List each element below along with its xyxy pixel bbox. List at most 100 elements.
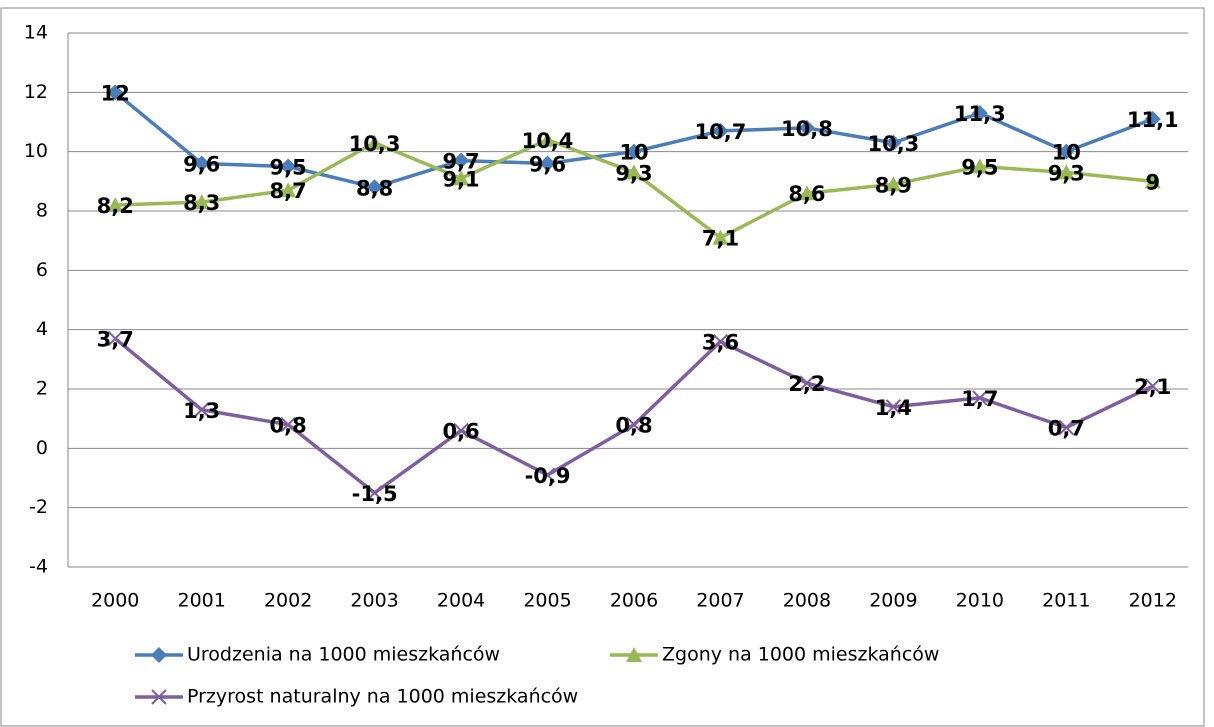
- data-label: 8,2: [97, 194, 134, 218]
- x-tick-label: 2000: [91, 590, 139, 612]
- data-label: 10,4: [522, 129, 574, 153]
- data-label: 9,5: [961, 156, 998, 180]
- marker: [453, 170, 470, 186]
- marker: [885, 134, 902, 151]
- marker: [107, 84, 124, 101]
- data-label: 10,3: [349, 132, 401, 156]
- data-label: 11,3: [954, 102, 1006, 126]
- marker: [151, 689, 167, 705]
- data-label: 1,7: [961, 387, 998, 411]
- marker: [193, 155, 210, 172]
- marker: [971, 158, 988, 174]
- data-label: 8,6: [788, 182, 825, 206]
- marker: [151, 647, 167, 663]
- marker: [107, 197, 124, 213]
- data-label: 10: [619, 141, 648, 165]
- x-tick-label: 2001: [178, 590, 226, 612]
- data-label: 9,1: [442, 167, 479, 191]
- marker: [280, 182, 297, 198]
- marker: [539, 131, 556, 147]
- data-label: 0,7: [1048, 417, 1085, 441]
- data-label: 0,8: [270, 414, 307, 438]
- legend-label: Przyrost naturalny na 1000 mieszkańców: [187, 686, 578, 708]
- marker: [107, 330, 123, 347]
- data-label: 2,2: [788, 372, 825, 396]
- data-label: 12: [101, 81, 130, 105]
- data-label: 3,7: [97, 328, 134, 352]
- data-label: 8,3: [183, 191, 220, 215]
- x-tick-label: 2007: [696, 590, 744, 612]
- data-label: -0,9: [525, 464, 571, 488]
- marker: [798, 119, 815, 136]
- marker: [1058, 164, 1075, 180]
- marker: [1058, 143, 1075, 160]
- marker: [626, 143, 642, 160]
- marker: [712, 333, 729, 350]
- data-label: 10,3: [867, 132, 919, 156]
- marker: [193, 402, 210, 418]
- marker: [193, 194, 210, 210]
- marker: [798, 185, 815, 201]
- marker: [799, 375, 815, 391]
- y-tick-label: 10: [24, 140, 48, 162]
- marker: [971, 105, 988, 122]
- chart-frame: [0, 7, 1205, 727]
- x-tick-label: 2005: [523, 590, 571, 612]
- marker: [1144, 111, 1161, 128]
- data-label: 8,9: [875, 173, 912, 197]
- marker: [366, 485, 383, 501]
- x-tick-label: 2004: [437, 590, 485, 612]
- marker: [539, 155, 556, 172]
- x-tick-label: 2011: [1042, 590, 1090, 612]
- data-label: 2,1: [1134, 375, 1171, 399]
- data-label: 7,1: [702, 227, 739, 251]
- data-label: 10: [1052, 141, 1081, 165]
- data-label: 10,8: [781, 117, 833, 141]
- data-label: 10,7: [695, 120, 747, 144]
- x-tick-label: 2009: [869, 590, 917, 612]
- marker: [972, 390, 988, 406]
- y-tick-label: 6: [36, 259, 48, 281]
- marker: [626, 647, 642, 662]
- marker: [712, 229, 729, 245]
- x-tick-label: 2010: [956, 590, 1004, 612]
- data-label: 9,3: [615, 161, 652, 185]
- marker: [626, 416, 642, 433]
- marker: [626, 164, 642, 180]
- marker: [539, 467, 556, 483]
- y-tick-label: 0: [36, 437, 48, 459]
- data-label: 8,8: [356, 176, 393, 200]
- data-label: 9,5: [270, 156, 307, 180]
- y-tick-label: 2: [36, 378, 48, 400]
- marker: [885, 176, 902, 192]
- legend-label: Zgony na 1000 mieszkańców: [662, 644, 939, 666]
- marker: [1058, 419, 1075, 436]
- y-tick-label: 12: [24, 81, 48, 103]
- data-label: 0,6: [442, 420, 479, 444]
- legend-label: Urodzenia na 1000 mieszkańców: [187, 644, 500, 666]
- marker: [712, 122, 729, 139]
- marker: [366, 134, 383, 150]
- data-label: 9,6: [183, 153, 220, 177]
- data-label: 3,6: [702, 331, 739, 355]
- data-label: 8,7: [270, 179, 307, 203]
- marker: [280, 158, 297, 175]
- x-tick-label: 2012: [1129, 590, 1177, 612]
- y-tick-label: -2: [29, 496, 48, 518]
- y-tick-label: 8: [36, 200, 48, 222]
- marker: [1144, 173, 1161, 189]
- data-label: 9,3: [1048, 161, 1085, 185]
- data-label: 0,8: [615, 414, 652, 438]
- marker: [453, 422, 469, 439]
- y-tick-label: 4: [36, 318, 48, 340]
- data-label: 9: [1145, 170, 1160, 194]
- marker: [280, 416, 296, 433]
- x-tick-label: 2008: [783, 590, 831, 612]
- x-tick-label: 2002: [264, 590, 312, 612]
- data-label: 1,4: [875, 396, 912, 420]
- y-tick-label: 14: [24, 22, 48, 44]
- marker: [885, 399, 902, 415]
- data-label: 9,7: [442, 150, 479, 174]
- x-tick-label: 2003: [350, 590, 398, 612]
